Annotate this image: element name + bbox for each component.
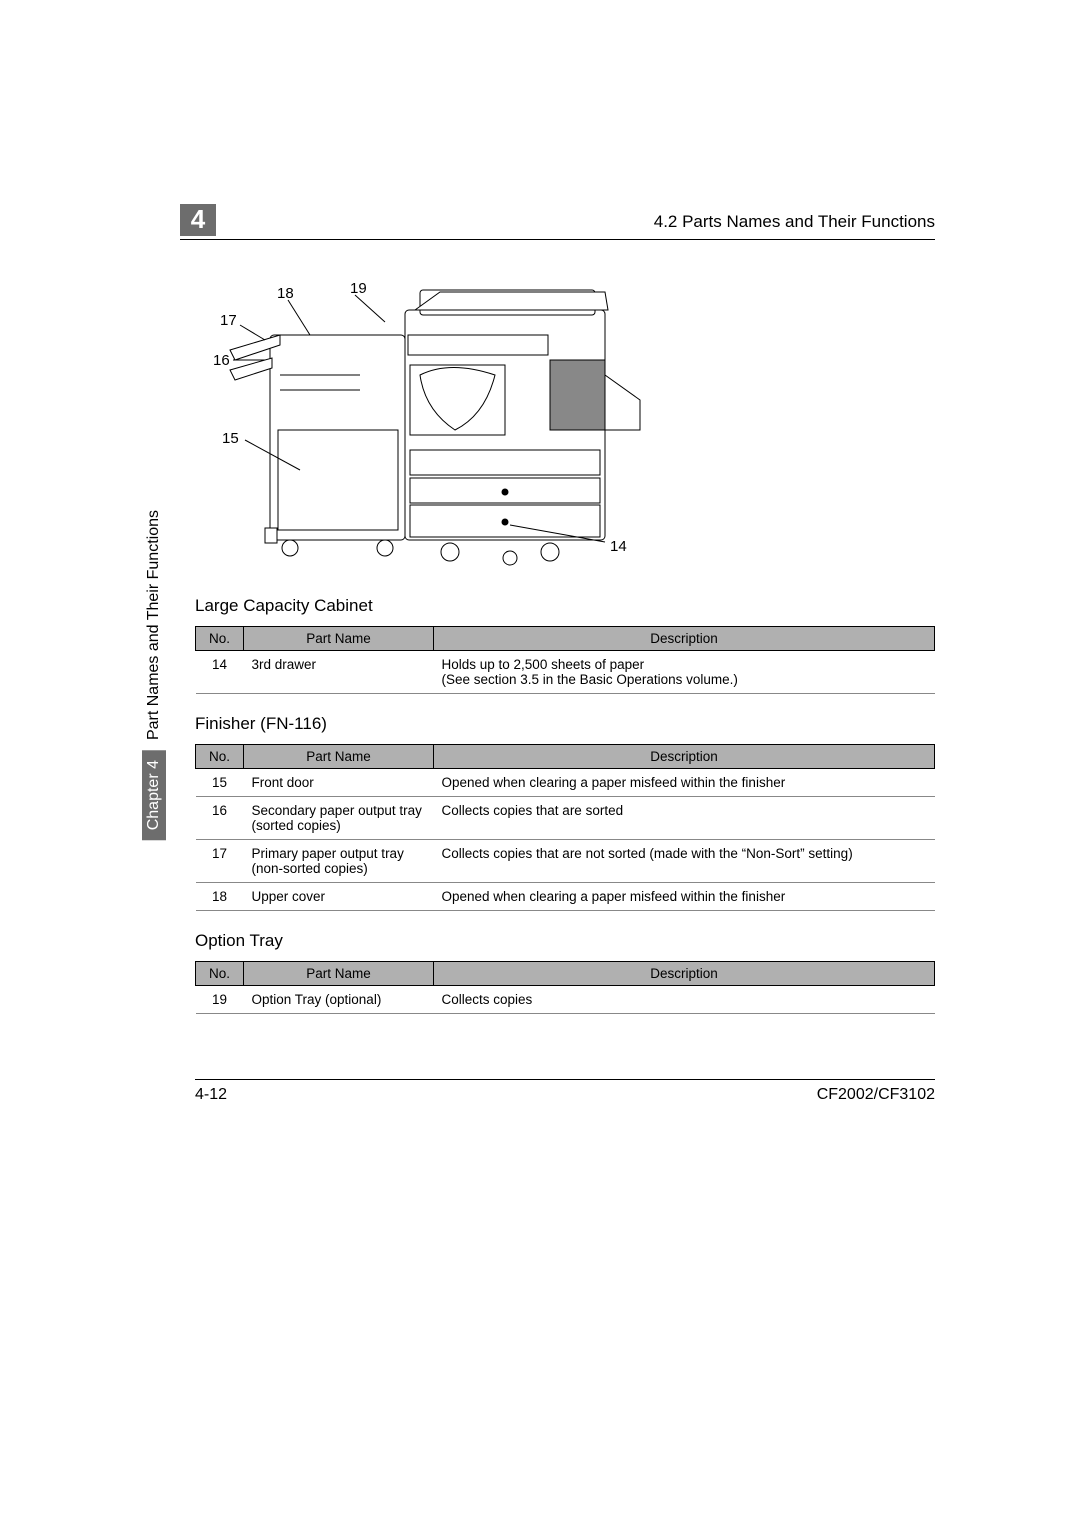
- cell-no: 14: [196, 651, 244, 694]
- table1-title: Large Capacity Cabinet: [195, 596, 935, 616]
- cell-desc: Opened when clearing a paper misfeed wit…: [434, 769, 935, 797]
- table-row: 17 Primary paper output tray (non-sorted…: [196, 840, 935, 883]
- col-desc: Description: [434, 962, 935, 986]
- table3-title: Option Tray: [195, 931, 935, 951]
- page: 4 4.2 Parts Names and Their Functions Ch…: [0, 0, 1080, 1528]
- table-row: 15 Front door Opened when clearing a pap…: [196, 769, 935, 797]
- side-tab: Chapter 4 Part Names and Their Functions: [140, 500, 168, 840]
- callout-19: 19: [350, 280, 367, 297]
- table-row: 19 Option Tray (optional) Collects copie…: [196, 986, 935, 1014]
- chapter-number-tab: 4: [180, 204, 216, 236]
- cell-desc: Opened when clearing a paper misfeed wit…: [434, 883, 935, 911]
- table-header-row: No. Part Name Description: [196, 745, 935, 769]
- callout-17: 17: [220, 312, 237, 329]
- page-header: 4 4.2 Parts Names and Their Functions: [180, 210, 935, 240]
- col-part: Part Name: [244, 962, 434, 986]
- cell-desc: Collects copies that are not sorted (mad…: [434, 840, 935, 883]
- printer-diagram: 14 15 16 17 18 19: [210, 280, 650, 590]
- cell-part: Upper cover: [244, 883, 434, 911]
- content-area: Large Capacity Cabinet No. Part Name Des…: [195, 596, 935, 1014]
- cell-part: Front door: [244, 769, 434, 797]
- cell-no: 17: [196, 840, 244, 883]
- cell-no: 15: [196, 769, 244, 797]
- table-row: 18 Upper cover Opened when clearing a pa…: [196, 883, 935, 911]
- table-row: 14 3rd drawer Holds up to 2,500 sheets o…: [196, 651, 935, 694]
- cell-desc: Collects copies: [434, 986, 935, 1014]
- side-chapter-label: Chapter 4: [142, 750, 166, 840]
- cell-desc: Holds up to 2,500 sheets of paper (See s…: [434, 651, 935, 694]
- cell-part: Secondary paper output tray (sorted copi…: [244, 797, 434, 840]
- table2-title: Finisher (FN-116): [195, 714, 935, 734]
- col-part: Part Name: [244, 627, 434, 651]
- table-finisher: No. Part Name Description 15 Front door …: [195, 744, 935, 911]
- table-header-row: No. Part Name Description: [196, 627, 935, 651]
- callout-16: 16: [213, 352, 230, 369]
- table-option-tray: No. Part Name Description 19 Option Tray…: [195, 961, 935, 1014]
- cell-desc: Collects copies that are sorted: [434, 797, 935, 840]
- cell-no: 19: [196, 986, 244, 1014]
- callout-14: 14: [610, 538, 627, 555]
- page-footer: 4-12 CF2002/CF3102: [195, 1079, 935, 1104]
- table-row: 16 Secondary paper output tray (sorted c…: [196, 797, 935, 840]
- col-part: Part Name: [244, 745, 434, 769]
- col-desc: Description: [434, 745, 935, 769]
- col-no: No.: [196, 962, 244, 986]
- callout-18: 18: [277, 285, 294, 302]
- cell-part: 3rd drawer: [244, 651, 434, 694]
- col-desc: Description: [434, 627, 935, 651]
- cell-part: Option Tray (optional): [244, 986, 434, 1014]
- table-header-row: No. Part Name Description: [196, 962, 935, 986]
- table-large-capacity-cabinet: No. Part Name Description 14 3rd drawer …: [195, 626, 935, 694]
- col-no: No.: [196, 627, 244, 651]
- callout-15: 15: [222, 430, 239, 447]
- side-section-label: Part Names and Their Functions: [145, 510, 163, 750]
- col-no: No.: [196, 745, 244, 769]
- cell-no: 18: [196, 883, 244, 911]
- section-title: 4.2 Parts Names and Their Functions: [654, 212, 935, 232]
- printer-illustration: [210, 280, 650, 590]
- cell-no: 16: [196, 797, 244, 840]
- model-number: CF2002/CF3102: [817, 1086, 935, 1104]
- cell-part: Primary paper output tray (non-sorted co…: [244, 840, 434, 883]
- page-number: 4-12: [195, 1086, 227, 1104]
